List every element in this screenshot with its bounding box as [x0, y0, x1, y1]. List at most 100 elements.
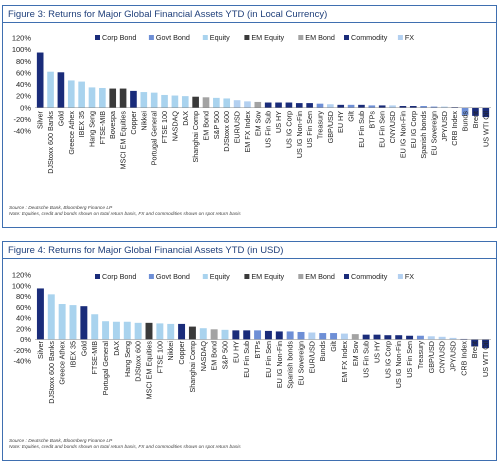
legend-label-commodity: Commodity: [351, 33, 388, 42]
x-tick-label: Nikkei: [166, 341, 175, 361]
bar-gbp-usd: [427, 336, 435, 340]
y-tick-label: 60%: [16, 303, 31, 312]
x-tick-label: Copper: [129, 110, 138, 134]
legend-label-em-bond: EM Bond: [305, 272, 335, 281]
x-tick-label: IBEX 35: [69, 341, 78, 367]
bar-em-fx-index: [244, 101, 251, 108]
bar-bovespa: [109, 88, 117, 108]
x-tick-label: Spanish bonds: [419, 111, 428, 159]
bar-djstoxx-600-banks: [47, 71, 54, 108]
x-tick-label: EU Fin Sen: [378, 111, 387, 148]
bar-greece-athex: [58, 304, 66, 340]
x-tick-label: Brent: [471, 111, 480, 128]
bar-djstoxx-600: [223, 98, 231, 108]
y-tick-label: 120%: [12, 271, 32, 280]
figure-3-title: Figure 3: Returns for Major Global Finan…: [3, 6, 496, 23]
x-tick-label: EU Fin Sub: [242, 341, 251, 378]
x-tick-label: EU Fin Sub: [357, 111, 366, 148]
bar-eu-fin-sen: [378, 105, 386, 108]
bar-eu-sovereign: [297, 331, 305, 340]
bar-copper: [130, 90, 137, 108]
y-tick-label: 20%: [16, 92, 31, 101]
y-tick-label: 80%: [16, 292, 31, 301]
bar-spanish-bonds: [286, 331, 294, 340]
legend-swatch-em-bond: [298, 274, 304, 279]
x-tick-label: MSCI EM Equities: [145, 341, 154, 400]
bar-treasury: [416, 335, 424, 340]
x-tick-label: Gilt: [329, 341, 338, 352]
figure-3-source: Source : Deutsche Bank, Bloomberg Financ…: [9, 206, 113, 211]
x-tick-label: DJStoxx 600: [134, 341, 143, 382]
x-tick-label: Bunds: [318, 341, 327, 362]
x-tick-label: US HY: [274, 111, 283, 133]
x-tick-label: EM Sov: [253, 111, 262, 137]
legend-label-commodity: Commodity: [351, 272, 388, 281]
legend-swatch-em-equity: [244, 35, 250, 40]
legend-label-em-bond: EM Bond: [305, 33, 335, 42]
x-tick-label: Nikkei: [139, 111, 148, 131]
x-tick-label: Portugal General: [101, 341, 110, 396]
bar-msci-em-equities: [145, 322, 153, 340]
bar-nikkei: [167, 323, 175, 340]
figure-4-chart: -40%-20%0%20%40%60%80%100%120%Silver DJSt…: [12, 271, 491, 404]
legend-swatch-fx: [397, 35, 403, 40]
x-tick-label: Spanish bonds: [286, 341, 295, 389]
x-tick-label: Silver: [36, 340, 45, 359]
x-tick-label: US Fin Sub: [362, 341, 371, 378]
legend-swatch-corp-bond: [95, 274, 100, 279]
bar-eu-ig-non-fin: [275, 331, 283, 340]
bar-us-hy: [275, 102, 282, 108]
x-tick-label: GBP/USD: [427, 341, 436, 373]
bar-us-fin-sub: [264, 102, 272, 108]
bar-greece-athex: [67, 80, 75, 108]
x-tick-label: NASDAQ: [170, 111, 179, 142]
legend-swatch-fx: [397, 274, 403, 279]
x-tick-label: US WTI Oil: [481, 341, 490, 377]
legend-swatch-em-equity: [244, 274, 250, 279]
x-tick-label: US Fin Sub: [264, 111, 273, 148]
legend-label-equity: Equity: [210, 33, 230, 42]
x-tick-label: EU IG Non-Fin: [398, 111, 407, 158]
x-tick-label: Portugal General: [150, 111, 159, 166]
bar-spanish-bonds: [420, 106, 427, 108]
bar-portugal-general: [102, 321, 110, 340]
bar-us-wti-oil: [482, 107, 490, 118]
bar-ftse-100: [161, 94, 168, 108]
y-tick-label: 40%: [16, 80, 31, 89]
legend-swatch-commodity: [344, 274, 349, 279]
x-tick-label: US WTI Oil: [481, 111, 490, 147]
bar-ftse-100: [156, 323, 164, 340]
bar-eu-hy: [232, 330, 240, 340]
legend-label-corp-bond: Corp Bond: [102, 272, 136, 281]
legend-swatch-equity: [202, 274, 208, 279]
x-tick-label: DJStoxx 600 Banks: [47, 341, 56, 404]
bar-eur-usd: [233, 100, 241, 108]
x-tick-label: Greece Athex: [58, 341, 67, 385]
y-tick-label: 20%: [16, 324, 31, 333]
bar-msci-em-equities: [119, 88, 127, 108]
legend-label-em-equity: EM Equity: [251, 33, 284, 42]
bar-em-sov: [351, 334, 359, 340]
legend-label-govt-bond: Govt Bond: [156, 272, 190, 281]
bar-bunds: [461, 107, 469, 116]
bar-btps: [368, 105, 376, 108]
x-tick-label: Silver: [36, 110, 45, 129]
bar-em-bond: [202, 97, 210, 108]
x-tick-label: Copper: [177, 340, 186, 364]
x-tick-label: US IG Non-Fin: [394, 341, 403, 388]
x-tick-label: US HY: [373, 341, 382, 363]
x-tick-label: EUR/USD: [307, 341, 316, 373]
bar-nasdaq: [199, 328, 207, 340]
y-tick-label: 0%: [20, 335, 31, 344]
y-tick-label: -20%: [13, 115, 31, 124]
y-tick-label: -40%: [13, 127, 31, 136]
x-tick-label: IBEX 35: [77, 111, 86, 137]
x-tick-label: JPY/USD: [440, 111, 449, 141]
x-tick-label: EU IG Corp: [409, 111, 418, 148]
bar-brent: [472, 107, 479, 116]
x-tick-label: EM FX Index: [340, 341, 349, 383]
bar-jpy-usd: [441, 106, 448, 108]
x-tick-label: Gold: [56, 111, 65, 126]
x-tick-label: FTSE-MIB: [98, 111, 107, 145]
figure-4-panel: Figure 4: Returns for Major Global Finan…: [2, 241, 497, 461]
